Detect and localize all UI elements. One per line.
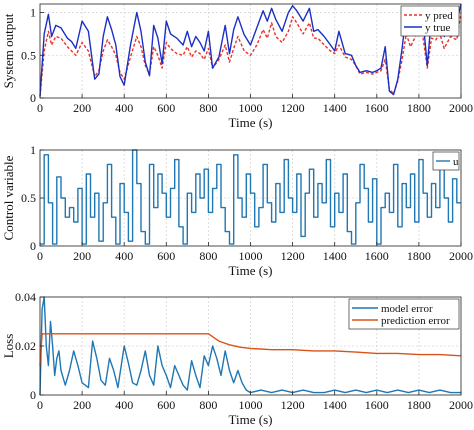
legend-box [400,5,460,37]
x-tick-label: 800 [199,101,217,115]
legend-label: y pred [425,10,453,22]
x-tick-label: 600 [157,249,175,263]
x-tick-label: 400 [115,101,133,115]
chart-panel-1: 0 200 400 600 800 1000 1200 1400 1600 1800 2000 0 0.… [1,3,473,130]
y-tick-label: 0 [30,91,36,105]
x-tick-label: 600 [157,101,175,115]
x-tick-label: 800 [199,398,217,412]
x-tick-label: 1400 [323,398,347,412]
x-tick-label: 1000 [239,249,263,263]
x-tick-label: 1800 [407,249,431,263]
y-tick-label: 0.5 [21,48,36,62]
series-line-prediction-error [39,333,462,366]
y-tick-label: 0.5 [21,191,36,205]
x-tick-label: 1600 [365,249,389,263]
y-tick-label: 0 [30,239,36,253]
y-axis-label: System output [1,13,16,88]
x-tick-label: 1200 [281,249,305,263]
x-tick-label: 2000 [449,398,473,412]
legend-box [348,298,460,330]
legend-label: y true [425,22,450,34]
x-tick-label: 0 [37,101,43,115]
series-line-u [40,149,461,245]
legend: u [432,151,460,171]
x-tick-label: 200 [73,398,91,412]
chart-panel-3: 0 200 400 600 800 1000 1200 1400 1600 1800 2000 0 0.… [1,290,473,427]
x-tick-label: 1600 [365,101,389,115]
y-tick-label: 0.02 [15,339,36,353]
y-tick-label: 1 [30,6,36,20]
x-tick-label: 1600 [365,398,389,412]
x-tick-label: 0 [37,249,43,263]
chart-panel-2: 0 200 400 600 800 1000 1200 1400 1600 1800 2000 0 0.… [1,143,473,278]
x-tick-label: 1800 [407,398,431,412]
legend-label: model error [381,303,433,315]
x-tick-label: 1000 [239,398,263,412]
x-tick-label: 600 [157,398,175,412]
x-tick-label: 800 [199,249,217,263]
x-axis-label: Time (s) [229,412,273,427]
y-tick-label: 0.04 [15,290,36,304]
series-line-y-true [39,3,462,97]
legend-label: prediction error [381,315,450,327]
x-tick-label: 1800 [407,101,431,115]
x-tick-label: 1400 [323,101,347,115]
series-line-model-error [39,296,461,396]
x-tick-label: 400 [115,398,133,412]
x-tick-label: 1200 [281,101,305,115]
x-tick-label: 1400 [323,249,347,263]
x-tick-label: 2000 [449,101,473,115]
x-tick-label: 200 [73,249,91,263]
legend-label: u [453,156,459,168]
x-tick-label: 1000 [239,101,263,115]
y-axis-label: Control variable [1,155,16,240]
x-axis-label: Time (s) [229,115,273,130]
x-axis-label: Time (s) [229,263,273,278]
x-tick-label: 200 [73,101,91,115]
y-tick-label: 1 [30,143,36,157]
x-tick-label: 2000 [449,249,473,263]
y-tick-label: 0 [30,388,36,402]
y-axis-label: Loss [1,334,16,359]
x-tick-label: 400 [115,249,133,263]
plot-area [40,4,461,98]
x-tick-label: 1200 [281,398,305,412]
x-tick-label: 0 [37,398,43,412]
